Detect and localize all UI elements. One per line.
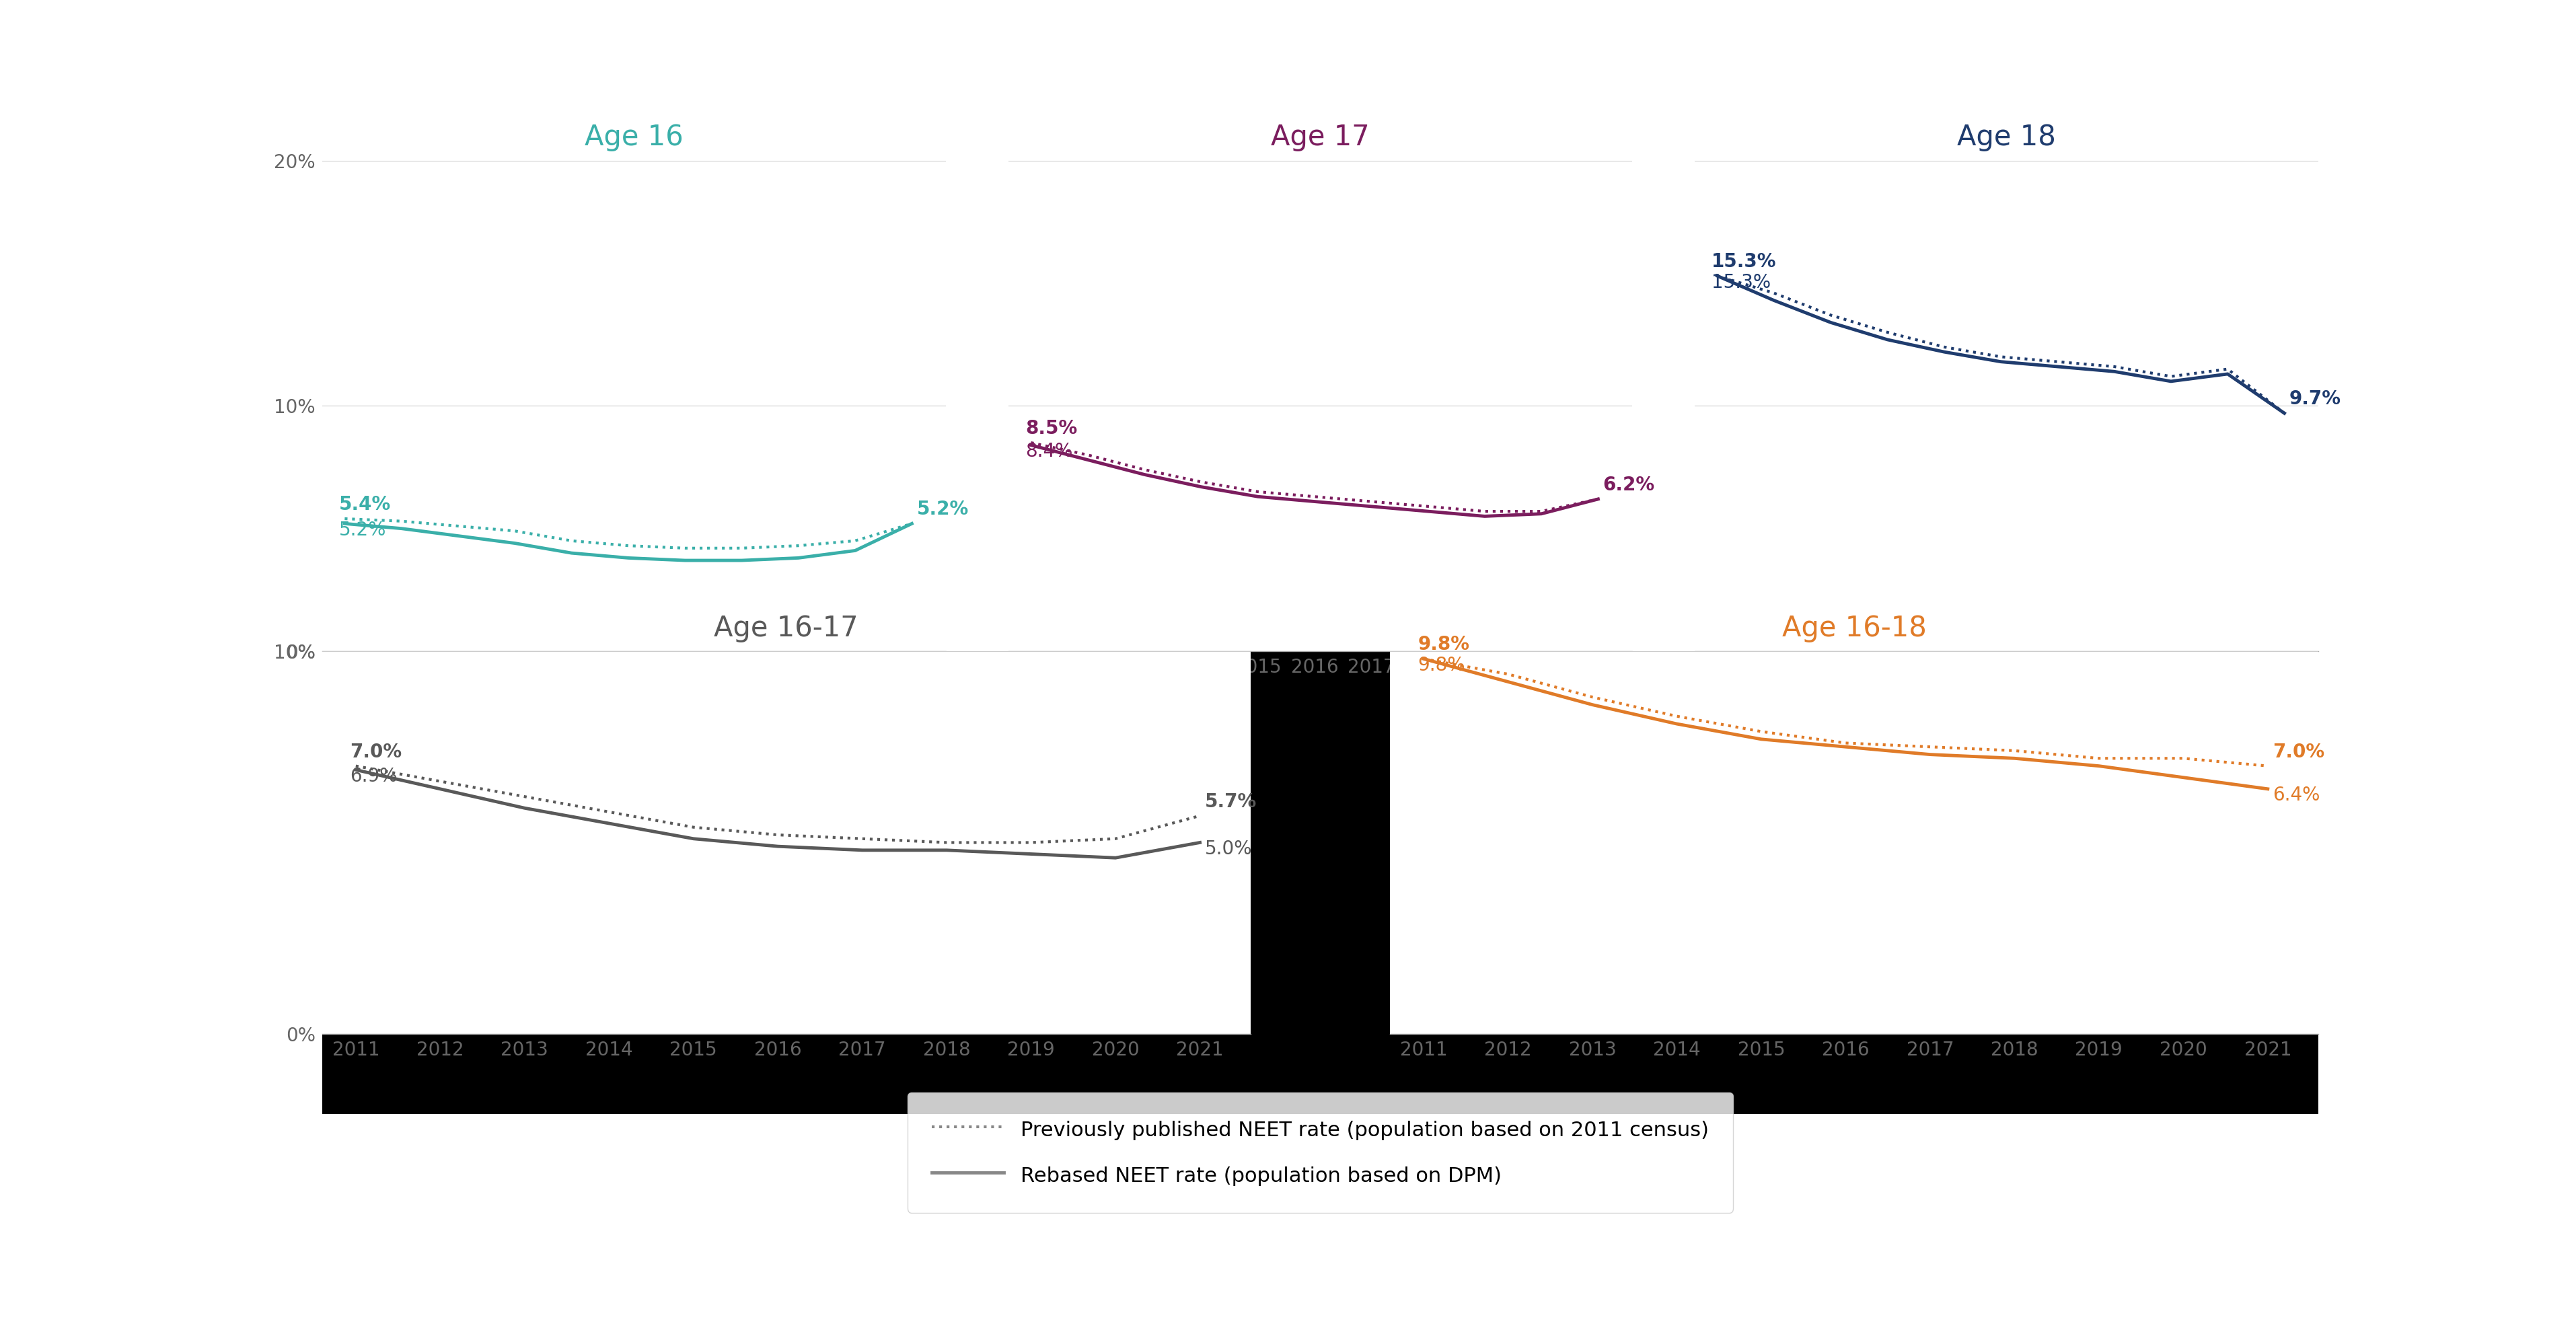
Text: 7.0%: 7.0%: [2272, 743, 2324, 761]
Title: Age 16-18: Age 16-18: [1783, 614, 1927, 642]
Text: 15.3%: 15.3%: [1710, 253, 1777, 272]
Text: 5.2%: 5.2%: [340, 520, 386, 539]
Text: 5.7%: 5.7%: [1206, 792, 1257, 811]
Text: 6.4%: 6.4%: [2272, 785, 2321, 805]
Text: 5.0%: 5.0%: [1206, 839, 1252, 859]
Text: 8.4%: 8.4%: [1025, 442, 1072, 462]
Text: 15.3%: 15.3%: [1710, 273, 1770, 292]
Text: 9.8%: 9.8%: [1417, 636, 1471, 654]
Title: Age 16: Age 16: [585, 123, 683, 151]
Text: 9.8%: 9.8%: [1417, 656, 1466, 674]
Text: 6.9%: 6.9%: [350, 767, 397, 785]
Text: 6.2%: 6.2%: [1602, 475, 1654, 495]
Text: 5.4%: 5.4%: [340, 495, 392, 514]
Text: 9.7%: 9.7%: [2290, 389, 2342, 408]
Text: 8.5%: 8.5%: [1025, 419, 1077, 438]
Title: Age 18: Age 18: [1958, 123, 2056, 151]
Legend: Previously published NEET rate (population based on 2011 census), Rebased NEET r: Previously published NEET rate (populati…: [907, 1093, 1734, 1212]
Text: 5.2%: 5.2%: [917, 500, 969, 519]
Text: 7.0%: 7.0%: [350, 743, 402, 761]
Title: Age 16-17: Age 16-17: [714, 614, 858, 642]
Title: Age 17: Age 17: [1270, 123, 1370, 151]
